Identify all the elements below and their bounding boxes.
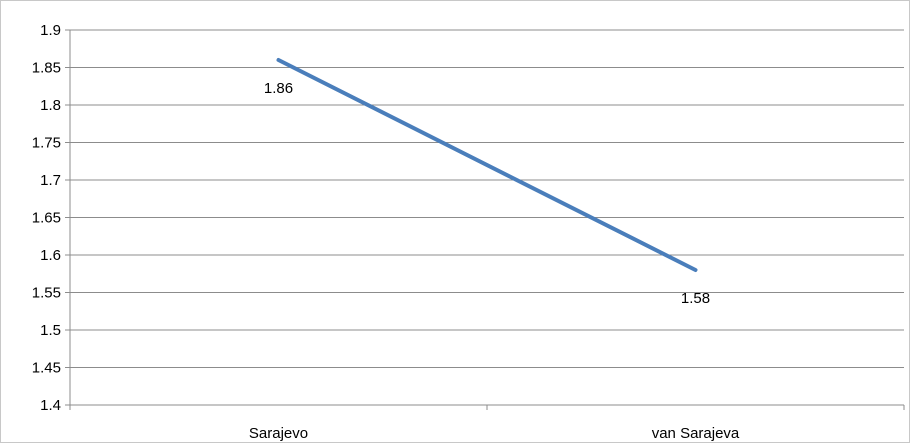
y-tick-label: 1.65 — [32, 210, 61, 227]
y-tick-label: 1.5 — [40, 322, 61, 339]
y-tick-label: 1.4 — [40, 397, 61, 414]
data-labels: 1.86 1.58 — [264, 80, 710, 307]
y-tick-label: 1.45 — [32, 360, 61, 377]
x-tick-label: Sarajevo — [249, 425, 308, 442]
y-tick-label: 1.9 — [40, 22, 61, 39]
x-tick-label: van Sarajeva — [652, 425, 740, 442]
y-tick-label: 1.55 — [32, 285, 61, 302]
y-tick-label: 1.75 — [32, 135, 61, 152]
y-axis-ticks: 1.4 1.45 1.5 1.55 1.6 1.65 1.7 1.75 1.8 1.85 1.9 — [32, 22, 70, 414]
data-label: 1.86 — [264, 80, 293, 97]
y-tick-label: 1.7 — [40, 172, 61, 189]
data-label: 1.58 — [681, 290, 710, 307]
series-line — [276, 58, 698, 272]
series-group — [276, 58, 698, 272]
y-tick-label: 1.8 — [40, 97, 61, 114]
y-tick-label: 1.6 — [40, 247, 61, 264]
y-tick-label: 1.85 — [32, 60, 61, 77]
gridlines — [70, 29, 904, 368]
x-axis-ticks: Sarajevo van Sarajeva — [69, 405, 905, 442]
